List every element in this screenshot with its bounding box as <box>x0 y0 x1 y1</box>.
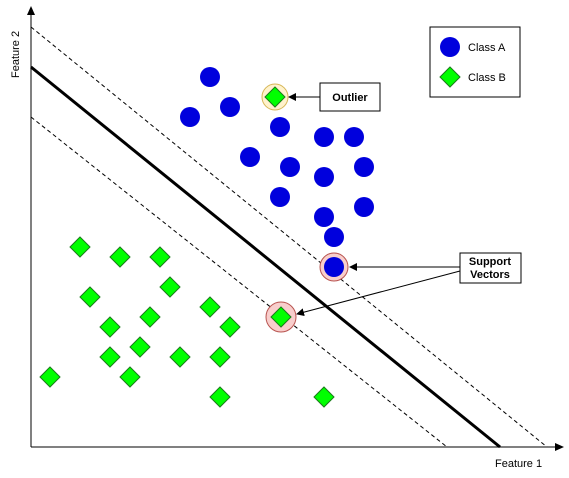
class-a-support-vector <box>324 257 344 277</box>
hyperplane-line <box>30 65 501 449</box>
class-a-point <box>280 157 300 177</box>
outlier-label-box <box>319 82 381 112</box>
support-vectors-label-box <box>459 252 522 284</box>
legend-box <box>429 26 521 98</box>
class-b-point <box>129 336 151 358</box>
class-b-support-vector <box>270 306 292 328</box>
legend-class-b-marker <box>439 66 461 88</box>
class-a-point <box>354 197 374 217</box>
class-b-outlier-point <box>264 86 286 108</box>
class-b-point <box>99 316 121 338</box>
axes: Feature 1 Feature 2 <box>10 6 564 470</box>
y-axis-arrowhead <box>27 6 35 15</box>
class-a-point <box>220 97 240 117</box>
class-b-point <box>209 346 231 368</box>
class-b-point <box>79 286 101 308</box>
legend-class-a-marker <box>440 37 460 57</box>
decision-boundary-group <box>30 26 548 449</box>
class-b-point <box>199 296 221 318</box>
class-b-point <box>313 386 335 408</box>
class-b-point <box>99 346 121 368</box>
class-a-point <box>270 117 290 137</box>
x-axis-arrowhead <box>555 443 564 451</box>
class-a-point <box>314 127 334 147</box>
class-b-point <box>159 276 181 298</box>
legend-class-b-label: Class B <box>468 72 506 84</box>
class-b-point <box>109 246 131 268</box>
class-a-point <box>200 67 220 87</box>
class-b-points <box>39 86 335 408</box>
class-a-point <box>270 187 290 207</box>
class-a-point <box>354 157 374 177</box>
class-b-point <box>209 386 231 408</box>
support-vectors-callout: Support Vectors <box>296 252 522 317</box>
outlier-label: Outlier <box>332 92 368 104</box>
class-b-point <box>169 346 191 368</box>
class-a-point <box>314 167 334 187</box>
support-vectors-label-line2: Vectors <box>470 269 510 281</box>
class-b-point <box>69 236 91 258</box>
class-b-point <box>139 306 161 328</box>
legend: Class A Class B <box>429 26 521 98</box>
class-a-point <box>180 107 200 127</box>
support-vector-b-arrow <box>296 270 461 317</box>
class-b-point <box>219 316 241 338</box>
class-a-point <box>344 127 364 147</box>
class-a-point <box>240 147 260 167</box>
class-b-point <box>149 246 171 268</box>
class-b-point <box>119 366 141 388</box>
class-a-point <box>314 207 334 227</box>
y-axis-label: Feature 2 <box>10 31 22 78</box>
x-axis-label: Feature 1 <box>495 458 542 470</box>
upper-margin-line <box>30 26 548 448</box>
class-a-points <box>180 67 374 277</box>
class-a-point <box>324 227 344 247</box>
outlier-callout: Outlier <box>288 82 381 112</box>
legend-class-a-label: Class A <box>468 42 506 54</box>
lower-margin-line <box>30 116 448 448</box>
class-b-point <box>39 366 61 388</box>
support-vectors-label-line1: Support <box>469 256 511 268</box>
